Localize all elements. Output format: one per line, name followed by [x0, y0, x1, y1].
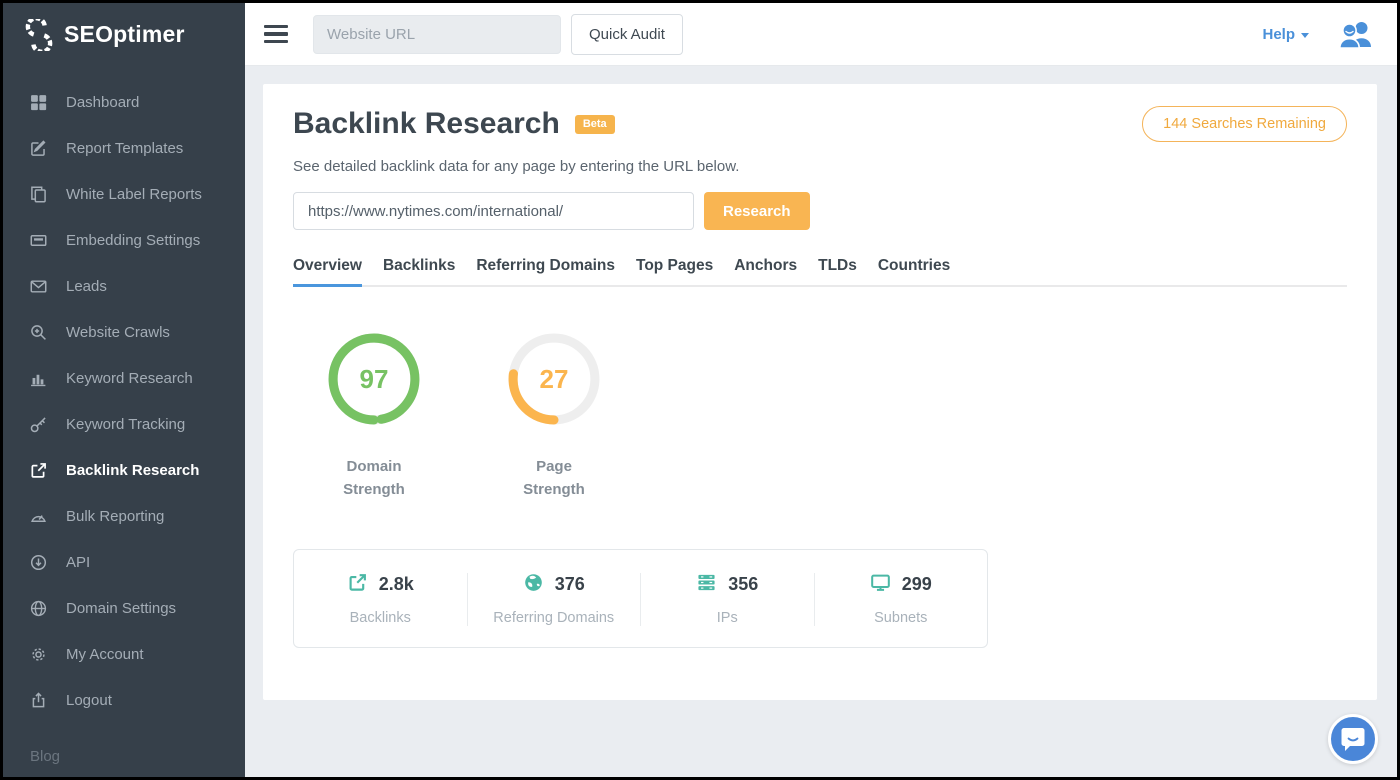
- tab-top-pages[interactable]: Top Pages: [636, 257, 714, 274]
- download-circle-icon: [30, 554, 47, 571]
- community-users-icon[interactable]: [1337, 20, 1375, 49]
- stat-value: 376: [554, 574, 585, 594]
- website-url-input[interactable]: [313, 14, 561, 54]
- sidebar-item-logout[interactable]: Logout: [3, 677, 245, 723]
- edit-icon: [30, 139, 47, 157]
- sidebar-item-label: Website Crawls: [66, 323, 170, 341]
- seoptimer-gears-icon: [23, 18, 55, 51]
- page-strength-value: 27: [539, 363, 569, 394]
- sidebar-item-keyword-tracking[interactable]: Keyword Tracking: [3, 401, 245, 447]
- page-strength-label: Page Strength: [523, 458, 585, 499]
- gear-icon: [30, 646, 47, 663]
- external-link-icon: [347, 573, 368, 597]
- envelope-icon: [30, 278, 47, 295]
- sidebar-item-label: My Account: [66, 645, 144, 663]
- sidebar-nav: Dashboard Report Templates White Label R…: [3, 66, 245, 723]
- research-url-input[interactable]: [293, 192, 694, 230]
- search-plus-icon: [30, 324, 47, 341]
- tab-referring-domains[interactable]: Referring Domains: [476, 257, 615, 274]
- hamburger-menu-icon[interactable]: [264, 24, 288, 44]
- gauge-icon: [30, 508, 47, 525]
- stat-value: 299: [901, 574, 932, 594]
- bar-chart-icon: [30, 370, 47, 387]
- help-dropdown[interactable]: Help: [1262, 26, 1309, 43]
- quick-audit-button[interactable]: Quick Audit: [571, 13, 683, 55]
- sidebar-item-bulk-reporting[interactable]: Bulk Reporting: [3, 493, 245, 539]
- stat-label: Referring Domains: [493, 609, 615, 626]
- research-button[interactable]: Research: [704, 192, 810, 230]
- external-link-icon: [30, 462, 47, 479]
- globe-icon: [523, 573, 544, 597]
- sidebar-item-domain-settings[interactable]: Domain Settings: [3, 585, 245, 631]
- stat-value: 2.8k: [378, 574, 414, 594]
- sidebar-item-label: API: [66, 553, 91, 571]
- brand-logo[interactable]: SEOptimer: [3, 3, 245, 66]
- stat-ips: 356 IPs: [640, 572, 814, 626]
- copy-icon: [30, 186, 47, 203]
- chat-widget-button[interactable]: [1328, 714, 1378, 764]
- sidebar-item-label: Bulk Reporting: [66, 507, 165, 525]
- sidebar-item-label: Keyword Research: [66, 369, 193, 387]
- sidebar-item-label: Dashboard: [66, 93, 140, 111]
- tab-backlinks[interactable]: Backlinks: [382, 257, 456, 274]
- sidebar-item-leads[interactable]: Leads: [3, 263, 245, 309]
- tab-anchors[interactable]: Anchors: [734, 257, 798, 274]
- domain-strength-label: Domain Strength: [343, 458, 405, 499]
- sidebar-item-keyword-research[interactable]: Keyword Research: [3, 355, 245, 401]
- brand-name: SEOptimer: [64, 21, 185, 47]
- page-strength-gauge: 27 Page Strength: [484, 329, 624, 502]
- stat-referring-domains: 376 Referring Domains: [466, 572, 641, 626]
- sidebar-item-label: Leads: [66, 277, 107, 295]
- domain-strength-value: 97: [359, 363, 389, 394]
- server-icon: [696, 573, 717, 597]
- tab-tlds[interactable]: TLDs: [818, 257, 857, 274]
- stat-label: Subnets: [874, 609, 928, 626]
- tab-bar: Overview Backlinks Referring Domains Top…: [293, 257, 1347, 287]
- sidebar-item-my-account[interactable]: My Account: [3, 631, 245, 677]
- logout-icon: [30, 691, 47, 709]
- sidebar-item-website-crawls[interactable]: Website Crawls: [3, 309, 245, 355]
- sidebar-item-label: White Label Reports: [66, 185, 202, 203]
- grid-icon: [30, 94, 47, 111]
- embed-card-icon: [30, 232, 47, 249]
- backlink-stats-card: 2.8k Backlinks 376 Referring Domains: [293, 548, 988, 648]
- searches-remaining-badge[interactable]: 144 Searches Remaining: [1142, 106, 1347, 142]
- beta-badge: Beta: [574, 115, 615, 134]
- sidebar-item-backlink-research[interactable]: Backlink Research: [3, 447, 245, 493]
- key-icon: [30, 416, 47, 433]
- sidebar-item-dashboard[interactable]: Dashboard: [3, 79, 245, 125]
- sidebar-item-blog[interactable]: Blog: [30, 748, 61, 765]
- domain-strength-gauge: 97 Domain Strength: [304, 329, 444, 502]
- chat-bubble-icon: [1340, 726, 1366, 753]
- sidebar-item-label: Report Templates: [66, 139, 184, 157]
- strength-gauges: 97 Domain Strength 27 Page Strength: [293, 329, 1347, 502]
- monitor-icon: [870, 573, 891, 597]
- sidebar-item-embedding-settings[interactable]: Embedding Settings: [3, 217, 245, 263]
- stat-subnets: 299 Subnets: [813, 572, 988, 626]
- chevron-down-icon: [1301, 32, 1309, 38]
- sidebar-item-api[interactable]: API: [3, 539, 245, 585]
- main-area: Backlink Research Beta 144 Searches Rema…: [245, 66, 1397, 777]
- sidebar-item-label: Logout: [66, 691, 112, 709]
- stat-label: IPs: [716, 609, 738, 626]
- tab-overview[interactable]: Overview: [293, 257, 362, 287]
- backlink-research-card: Backlink Research Beta 144 Searches Rema…: [263, 84, 1377, 700]
- sidebar-item-report-templates[interactable]: Report Templates: [3, 125, 245, 171]
- stat-value: 356: [728, 574, 759, 594]
- sidebar-item-white-label-reports[interactable]: White Label Reports: [3, 171, 245, 217]
- globe-icon: [30, 600, 47, 617]
- page-subtitle: See detailed backlink data for any page …: [293, 158, 740, 175]
- sidebar-item-label: Embedding Settings: [66, 231, 201, 249]
- sidebar-item-label: Domain Settings: [66, 599, 177, 617]
- sidebar-item-label: Keyword Tracking: [66, 415, 186, 433]
- stat-label: Backlinks: [349, 609, 411, 626]
- sidebar: SEOptimer Dashboard Report Templates Whi…: [3, 3, 245, 777]
- sidebar-item-label: Backlink Research: [66, 461, 200, 479]
- page-title: Backlink Research: [293, 107, 560, 140]
- topbar: Quick Audit Help: [245, 3, 1397, 66]
- tab-countries[interactable]: Countries: [877, 257, 951, 274]
- stat-backlinks: 2.8k Backlinks: [294, 573, 467, 626]
- help-label: Help: [1262, 25, 1295, 43]
